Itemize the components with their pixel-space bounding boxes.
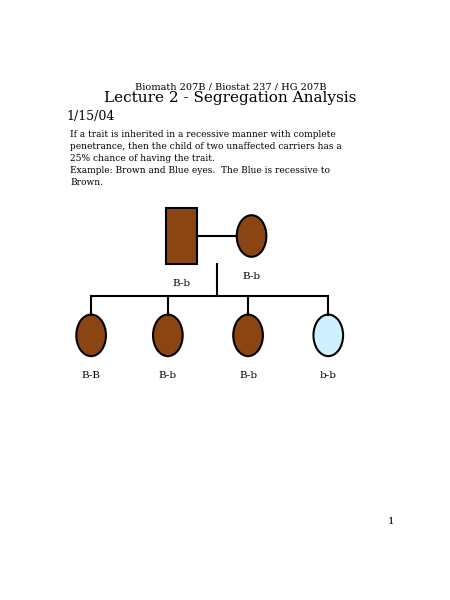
Bar bbox=[166, 208, 198, 264]
Text: B-b: B-b bbox=[239, 371, 257, 380]
Ellipse shape bbox=[153, 314, 183, 356]
Text: B-b: B-b bbox=[173, 278, 191, 287]
Text: B-B: B-B bbox=[81, 371, 101, 380]
Text: B-b: B-b bbox=[243, 272, 261, 281]
Text: b-b: b-b bbox=[320, 371, 337, 380]
Ellipse shape bbox=[237, 215, 266, 257]
Text: B-b: B-b bbox=[159, 371, 177, 380]
Text: Lecture 2 - Segregation Analysis: Lecture 2 - Segregation Analysis bbox=[104, 91, 357, 106]
Text: 1: 1 bbox=[388, 517, 395, 526]
Text: Biomath 207B / Biostat 237 / HG 207B: Biomath 207B / Biostat 237 / HG 207B bbox=[135, 82, 326, 91]
Text: 1/15/04: 1/15/04 bbox=[67, 110, 115, 123]
Ellipse shape bbox=[233, 314, 263, 356]
Ellipse shape bbox=[314, 314, 343, 356]
Text: If a trait is inherited in a recessive manner with complete
penetrance, then the: If a trait is inherited in a recessive m… bbox=[70, 130, 342, 187]
Ellipse shape bbox=[76, 314, 106, 356]
